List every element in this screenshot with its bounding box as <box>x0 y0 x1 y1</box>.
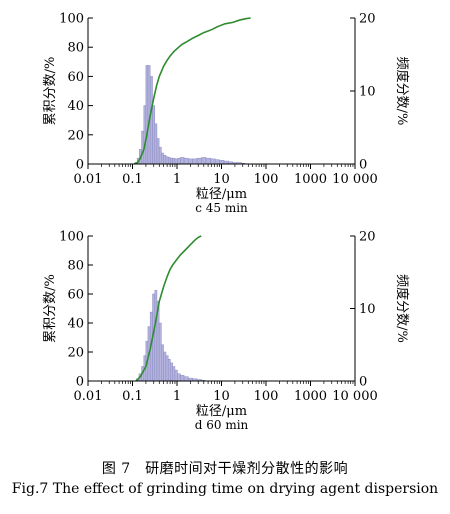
frequency-bar <box>165 355 169 382</box>
frequency-bar <box>201 157 207 165</box>
frequency-bar <box>183 157 189 165</box>
x-tick-label: 10 000 <box>332 389 378 404</box>
x-tick-label: 10 <box>213 172 230 187</box>
right-y-tick-label: 10 <box>359 85 376 100</box>
x-tick-label: 100 <box>254 389 279 404</box>
x-tick-label: 1 <box>173 389 181 404</box>
left-y-tick-label: 20 <box>67 346 84 361</box>
x-axis-title: 粒径/μm <box>196 404 247 419</box>
panel-d-60min: 0.01 0.1 1 10 100 1000 10 00002040608010001020… <box>43 230 410 433</box>
panel-c-45min: 0.01 0.1 1 10 100 1000 10 00002040608010001020… <box>43 12 410 216</box>
frequency-bar <box>154 123 158 165</box>
right-y-tick-label: 0 <box>359 375 367 390</box>
left-y-tick-label: 100 <box>59 12 84 27</box>
left-y-tick-label: 0 <box>76 158 84 173</box>
x-tick-label: 10 000 <box>332 172 378 187</box>
frequency-bar <box>158 322 162 382</box>
frequency-bar <box>170 157 173 165</box>
frequency-bar <box>187 158 193 165</box>
left-y-tick-label: 20 <box>67 128 84 143</box>
frequency-bar <box>143 105 147 165</box>
frequency-bar <box>172 366 176 382</box>
frequency-bar <box>163 154 167 165</box>
figure-caption-english: Fig.7 The effect of grinding time on dry… <box>11 481 439 497</box>
x-tick-label: 0.1 <box>122 389 143 404</box>
frequency-bar <box>167 157 171 165</box>
frequency-bar <box>177 157 181 165</box>
frequency-bar <box>172 157 176 165</box>
right-y-axis-title: 频度分数/% <box>394 274 410 343</box>
figure-caption-chinese: 图 7 研磨时间对干燥剂分散性的影响 <box>101 461 349 477</box>
x-tick-label: 0.01 <box>74 389 103 404</box>
frequency-bar <box>165 156 169 165</box>
frequency-bar <box>161 152 164 165</box>
right-y-axis-title: 频度分数/% <box>394 57 410 126</box>
right-y-tick-label: 20 <box>359 12 376 27</box>
frequency-bar <box>177 373 181 382</box>
panel-label: d 60 min <box>195 418 249 432</box>
frequency-bar <box>156 138 160 165</box>
frequency-bar <box>174 369 178 382</box>
x-tick-label: 100 <box>254 172 279 187</box>
x-tick-label: 1000 <box>294 389 327 404</box>
frequency-bar <box>180 374 185 382</box>
x-axis-title: 粒径/μm <box>196 187 247 202</box>
right-y-tick-label: 20 <box>359 230 376 245</box>
left-y-axis-title: 累积分数/% <box>43 57 58 126</box>
right-y-tick-label: 10 <box>359 302 376 317</box>
frequency-bar <box>170 362 173 382</box>
cumulative-curve <box>133 17 251 165</box>
left-y-tick-label: 60 <box>67 70 84 85</box>
frequency-bar <box>149 76 153 165</box>
frequency-bar <box>183 376 189 382</box>
x-tick-label: 1 <box>173 172 181 187</box>
left-y-tick-label: 80 <box>67 41 84 56</box>
x-tick-label: 0.01 <box>74 172 103 187</box>
frequency-bar <box>219 160 225 165</box>
left-y-tick-label: 80 <box>67 259 84 274</box>
frequency-bar <box>180 157 185 165</box>
left-y-tick-label: 40 <box>67 99 84 114</box>
frequency-bar <box>145 65 149 165</box>
frequency-bar <box>152 105 156 165</box>
left-y-axis-title: 累积分数/% <box>43 274 58 343</box>
frequency-bar <box>210 158 216 165</box>
frequency-bar <box>167 359 171 382</box>
frequency-bar <box>205 157 211 165</box>
frequency-bar <box>174 158 178 165</box>
frequency-bar <box>214 159 220 165</box>
left-y-tick-label: 40 <box>67 317 84 332</box>
left-y-tick-label: 60 <box>67 288 84 303</box>
left-y-tick-label: 100 <box>59 230 84 245</box>
frequency-bar <box>196 157 202 165</box>
x-tick-label: 10 <box>213 389 230 404</box>
left-y-tick-label: 0 <box>76 375 84 390</box>
cumulative-curve <box>135 235 202 382</box>
panel-label: c 45 min <box>195 201 248 215</box>
frequency-bar <box>158 146 162 165</box>
frequency-bar <box>154 290 158 382</box>
frequency-bar <box>161 344 164 382</box>
x-tick-label: 1000 <box>294 172 327 187</box>
frequency-bar <box>163 351 167 382</box>
right-y-tick-label: 0 <box>359 158 367 173</box>
frequency-bar <box>192 158 198 165</box>
x-tick-label: 0.1 <box>122 172 143 187</box>
